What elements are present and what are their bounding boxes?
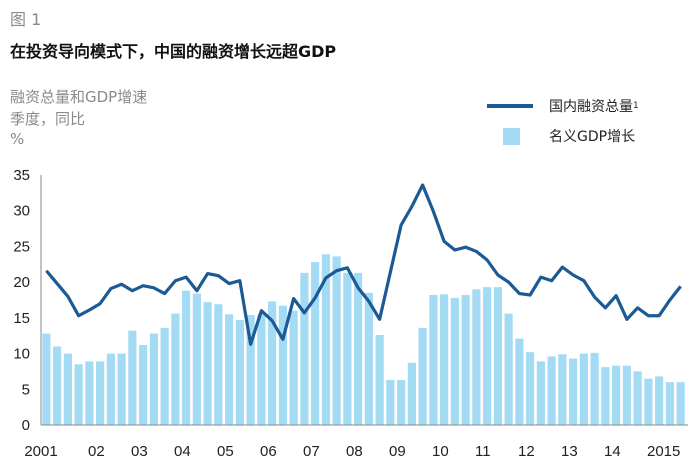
gdp-bar	[612, 365, 621, 425]
gdp-bar	[655, 376, 664, 425]
gdp-bar	[171, 313, 180, 425]
gdp-bar	[622, 365, 631, 425]
subtitle-measure: 融资总量和GDP增速	[10, 88, 148, 106]
x-tick-label: 04	[174, 443, 191, 460]
gdp-bar	[665, 382, 674, 425]
gdp-bar	[85, 361, 94, 425]
y-tick-label: 25	[13, 238, 30, 255]
x-tick-label: 02	[88, 443, 105, 460]
gdp-bar	[536, 361, 545, 425]
gdp-bar	[332, 256, 341, 425]
x-tick-label: 2001	[24, 443, 57, 460]
gdp-bar	[504, 313, 513, 425]
gdp-bar	[579, 353, 588, 425]
gdp-bar	[182, 290, 191, 425]
x-tick-label: 09	[389, 443, 406, 460]
x-tick-label: 14	[604, 443, 621, 460]
y-unit-label: %	[10, 130, 25, 148]
gdp-bar	[418, 327, 427, 425]
x-tick-label: 10	[432, 443, 449, 460]
gdp-bar	[74, 364, 83, 425]
gdp-bar	[268, 301, 277, 425]
gdp-bar	[429, 295, 438, 425]
gdp-bar	[278, 305, 287, 425]
gdp-bar	[472, 289, 481, 425]
gdp-bar	[386, 380, 395, 425]
y-tick-label: 35	[13, 167, 30, 184]
gdp-bar	[300, 272, 309, 425]
y-tick-label: 30	[13, 203, 30, 220]
x-tick-label: 06	[260, 443, 277, 460]
gdp-bar	[601, 367, 610, 425]
y-tick-label: 15	[13, 310, 30, 327]
gdp-bar	[526, 352, 535, 425]
gdp-bar	[644, 378, 653, 425]
gdp-bar	[493, 287, 502, 425]
gdp-bar	[63, 353, 72, 425]
x-tick-label: 12	[518, 443, 535, 460]
gdp-bar	[160, 327, 169, 425]
x-tick-label: 05	[217, 443, 234, 460]
x-tick-label: 2015	[647, 443, 680, 460]
gdp-bar	[397, 380, 406, 425]
gdp-bar	[128, 330, 137, 425]
y-tick-label: 5	[22, 381, 30, 398]
gdp-bar	[633, 371, 642, 425]
x-tick-label: 11	[475, 443, 491, 460]
legend-label-gdp: 名义GDP增长	[549, 129, 636, 145]
legend-item-financing: 国内融资总量 1	[487, 96, 639, 116]
subtitle-frequency: 季度，同比	[10, 110, 86, 128]
gdp-bar	[203, 302, 212, 425]
gdp-bar	[354, 272, 363, 425]
gdp-bar	[407, 362, 416, 425]
gdp-bar	[246, 315, 255, 425]
gdp-bar	[139, 345, 148, 425]
gdp-bar	[558, 354, 567, 425]
gdp-bar	[375, 335, 384, 425]
gdp-bar	[440, 294, 449, 425]
gdp-bar	[42, 333, 51, 425]
gdp-bar	[235, 320, 244, 425]
y-tick-label: 20	[13, 274, 30, 291]
y-tick-label: 10	[13, 346, 30, 363]
gdp-bar	[149, 333, 158, 425]
financing-line	[45, 183, 682, 346]
legend-line-swatch	[487, 104, 533, 108]
gdp-bar	[257, 314, 266, 425]
legend-item-gdp: 名义GDP增长	[487, 126, 635, 146]
gdp-bar	[192, 293, 201, 425]
chart-title: 在投资导向模式下，中国的融资增长远超GDP	[10, 42, 337, 61]
x-tick-label: 07	[303, 443, 320, 460]
gdp-bar	[450, 297, 459, 425]
gdp-bar	[225, 314, 234, 425]
gdp-bar	[483, 287, 492, 425]
x-tick-label: 13	[561, 443, 578, 460]
gdp-bar	[214, 304, 223, 425]
legend-label-financing: 国内融资总量	[549, 99, 633, 115]
gdp-bar	[364, 292, 373, 425]
gdp-bar	[106, 353, 115, 425]
x-tick-label: 03	[131, 443, 148, 460]
gdp-bar	[311, 262, 320, 425]
gdp-bar	[343, 272, 352, 425]
gdp-bar	[289, 310, 298, 425]
gdp-bar	[321, 254, 330, 425]
gdp-bar	[676, 382, 685, 425]
gdp-bar	[461, 295, 470, 425]
x-tick-label: 08	[346, 443, 363, 460]
legend-footnote-marker: 1	[633, 101, 639, 111]
gdp-bar	[515, 338, 524, 425]
legend-bar-swatch	[503, 127, 520, 145]
gdp-bar	[590, 352, 599, 425]
figure-label: 图 1	[10, 10, 42, 29]
gdp-bar	[569, 358, 578, 425]
y-tick-label: 0	[22, 417, 30, 434]
gdp-bar	[96, 361, 105, 425]
gdp-bar	[53, 346, 62, 425]
gdp-bar	[117, 353, 126, 425]
gdp-bar	[547, 356, 556, 425]
